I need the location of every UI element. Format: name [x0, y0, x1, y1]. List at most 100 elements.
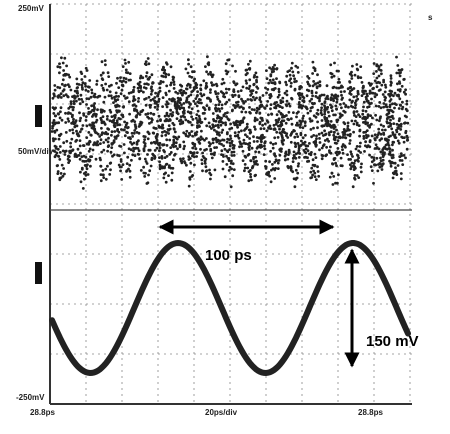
noise-dot: [144, 63, 147, 66]
noise-dot: [265, 104, 268, 107]
noise-dot: [116, 128, 119, 131]
noise-dot: [109, 90, 112, 93]
noise-dot: [378, 89, 381, 92]
noise-dot: [263, 127, 266, 130]
noise-dot: [79, 139, 82, 142]
noise-dot: [185, 130, 188, 133]
noise-dot: [273, 103, 276, 106]
noise-dot: [102, 141, 105, 144]
noise-dot: [79, 130, 82, 133]
noise-dot: [123, 143, 126, 146]
noise-dot: [67, 120, 70, 123]
noise-dot: [334, 105, 337, 108]
noise-dot: [223, 82, 226, 85]
noise-dot: [277, 162, 280, 165]
noise-dot: [254, 150, 257, 153]
noise-dot: [344, 133, 347, 136]
noise-dot: [225, 70, 228, 73]
noise-dot: [281, 137, 284, 140]
noise-dot: [121, 84, 124, 87]
noise-dot: [209, 91, 212, 94]
noise-dot: [335, 101, 338, 104]
noise-dot: [406, 109, 409, 112]
noise-dot: [293, 130, 296, 133]
noise-dot: [140, 169, 143, 172]
noise-dot: [318, 148, 321, 151]
noise-dot: [288, 79, 291, 82]
noise-dot: [233, 123, 236, 126]
noise-dot: [228, 148, 231, 151]
noise-dot: [266, 100, 269, 103]
noise-dot: [255, 72, 258, 75]
channel-marker: [35, 262, 42, 284]
noise-dot: [56, 172, 59, 175]
noise-dot: [72, 109, 75, 112]
noise-dot: [115, 137, 118, 140]
noise-dot: [228, 99, 231, 102]
noise-dot: [357, 150, 360, 153]
noise-dot: [51, 130, 54, 133]
noise-dot: [403, 141, 406, 144]
noise-dot: [364, 118, 367, 121]
noise-dot: [333, 131, 336, 134]
noise-dot: [124, 59, 127, 62]
noise-dot: [391, 131, 394, 134]
noise-dot: [349, 150, 352, 153]
noise-dot: [63, 173, 66, 176]
noise-dot: [267, 113, 270, 116]
noise-dot: [238, 95, 241, 98]
noise-dot: [145, 87, 148, 90]
noise-dot: [188, 101, 191, 104]
noise-dot: [125, 77, 128, 80]
noise-dot: [311, 90, 314, 93]
noise-dot: [369, 103, 372, 106]
noise-dot: [254, 119, 257, 122]
noise-dot: [323, 116, 326, 119]
noise-dot: [400, 172, 403, 175]
noise-dot: [256, 140, 259, 143]
noise-dot: [75, 78, 78, 81]
noise-dot: [328, 115, 331, 118]
noise-dot: [303, 100, 306, 103]
noise-dot: [390, 161, 393, 164]
noise-dot: [234, 135, 237, 138]
noise-dot: [316, 126, 319, 129]
noise-dot: [274, 82, 277, 85]
noise-dot: [186, 98, 189, 101]
noise-dot: [277, 167, 280, 170]
noise-dot: [291, 71, 294, 74]
noise-dot: [280, 150, 283, 153]
noise-dot: [359, 65, 362, 68]
noise-dot: [288, 111, 291, 114]
noise-dot: [263, 142, 266, 145]
noise-dot: [278, 88, 281, 91]
noise-dot: [340, 164, 343, 167]
noise-dot: [111, 120, 114, 123]
noise-dot: [390, 127, 393, 130]
noise-dot: [294, 177, 297, 180]
noise-dot: [59, 177, 62, 180]
noise-dot: [88, 150, 91, 153]
noise-dot: [133, 129, 136, 132]
noise-dot: [147, 57, 150, 60]
noise-dot: [265, 92, 268, 95]
noise-dot: [51, 127, 54, 130]
noise-dot: [374, 92, 377, 95]
noise-dot: [163, 71, 166, 74]
noise-dot: [195, 133, 198, 136]
noise-dot: [287, 158, 290, 161]
noise-dot: [258, 112, 261, 115]
noise-dot: [100, 179, 103, 182]
noise-dot: [88, 97, 91, 100]
noise-dot: [90, 89, 93, 92]
noise-dot: [190, 115, 193, 118]
noise-dot: [306, 145, 309, 148]
noise-dot: [106, 150, 109, 153]
noise-dot: [386, 122, 389, 125]
noise-dot: [113, 130, 116, 133]
noise-dot: [92, 149, 95, 152]
noise-dot: [183, 145, 186, 148]
noise-dot: [285, 75, 288, 78]
noise-dot: [299, 126, 302, 129]
noise-dot: [61, 119, 64, 122]
